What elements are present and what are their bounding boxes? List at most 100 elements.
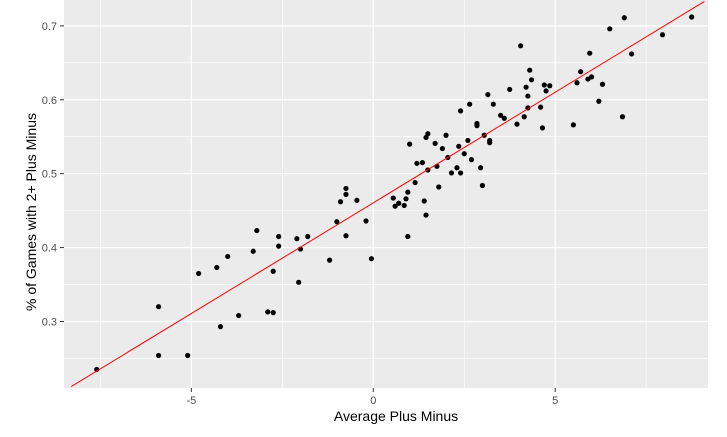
data-point — [477, 165, 484, 171]
data-point — [621, 15, 627, 21]
y-tick-label: 0.3 — [42, 316, 57, 328]
data-point — [337, 199, 344, 205]
minor-gridlines — [64, 0, 708, 388]
data-point — [543, 88, 549, 94]
data-point — [214, 264, 220, 271]
data-point — [454, 165, 460, 171]
data-point — [467, 101, 473, 107]
data-point — [479, 182, 486, 189]
data-point — [498, 112, 504, 118]
data-point — [334, 219, 340, 225]
data-point — [390, 195, 396, 201]
data-point — [461, 151, 467, 157]
data-point — [217, 324, 224, 330]
data-point — [518, 43, 524, 49]
data-point — [396, 200, 402, 206]
data-point — [405, 233, 411, 240]
data-point — [514, 121, 520, 127]
data-point — [474, 123, 480, 129]
data-point — [619, 114, 626, 120]
data-point — [607, 26, 613, 32]
data-point — [265, 309, 271, 315]
data-point — [689, 14, 695, 20]
data-point — [507, 86, 513, 93]
data-point — [327, 257, 333, 263]
data-point — [659, 32, 666, 38]
data-point — [250, 248, 256, 254]
data-point — [363, 218, 369, 224]
x-axis-ticks: -5 0 5 — [186, 388, 558, 407]
data-point — [578, 69, 584, 75]
x-tick-label: -5 — [186, 395, 196, 407]
data-point — [490, 101, 496, 107]
data-point — [457, 170, 464, 176]
data-point — [527, 67, 533, 73]
data-point — [468, 157, 475, 163]
data-point — [185, 352, 191, 359]
data-point — [296, 279, 302, 285]
data-point — [423, 212, 429, 218]
data-point — [501, 115, 507, 121]
data-point — [570, 122, 576, 128]
data-point — [343, 233, 349, 239]
data-point — [432, 140, 438, 146]
data-point — [305, 233, 311, 240]
data-point — [465, 137, 471, 144]
data-points — [94, 14, 695, 373]
data-point — [596, 98, 602, 104]
data-point — [436, 184, 442, 190]
data-point — [541, 82, 547, 88]
data-point — [439, 145, 445, 152]
data-point — [448, 170, 455, 176]
data-point — [523, 84, 529, 90]
data-point — [574, 80, 580, 86]
data-point — [407, 141, 413, 147]
data-point — [401, 202, 407, 209]
data-point — [628, 51, 635, 57]
data-point — [525, 93, 531, 99]
x-axis-title: Average Plus Minus — [334, 408, 458, 424]
y-tick-label: 0.5 — [42, 169, 57, 181]
data-point — [155, 352, 162, 359]
data-point — [419, 159, 425, 166]
data-point — [343, 191, 349, 197]
trend-line — [71, 1, 705, 387]
data-point — [343, 185, 349, 192]
data-point — [456, 143, 462, 149]
data-point — [487, 140, 493, 146]
data-point — [270, 268, 276, 274]
y-axis-title: % of Games with 2+ Plus Minus — [23, 113, 39, 311]
x-tick-label: 0 — [370, 395, 376, 407]
data-point — [294, 236, 300, 242]
y-tick-label: 0.6 — [42, 95, 57, 107]
data-point — [354, 197, 360, 203]
data-point — [155, 304, 162, 310]
data-point — [538, 104, 544, 110]
data-point — [270, 310, 276, 316]
data-point — [599, 81, 606, 87]
data-point — [236, 312, 242, 319]
data-point — [425, 131, 431, 137]
data-point — [588, 74, 595, 80]
y-tick-label: 0.7 — [42, 21, 57, 33]
data-point — [368, 256, 375, 262]
data-point — [276, 243, 282, 249]
data-point — [412, 179, 418, 186]
y-axis-ticks: 0.3 0.4 0.5 0.6 0.7 — [42, 21, 64, 328]
data-point — [539, 125, 546, 131]
data-point — [254, 227, 260, 234]
data-point — [392, 203, 398, 209]
data-point — [421, 198, 427, 204]
data-point — [547, 83, 553, 89]
x-tick-label: 5 — [552, 395, 558, 407]
data-point — [225, 253, 231, 260]
data-point — [443, 132, 449, 138]
data-point — [414, 160, 420, 166]
data-point — [405, 189, 411, 195]
data-point — [457, 108, 464, 114]
data-point — [521, 114, 527, 120]
data-point — [196, 270, 202, 277]
data-point — [276, 233, 282, 240]
y-tick-label: 0.4 — [42, 243, 57, 255]
